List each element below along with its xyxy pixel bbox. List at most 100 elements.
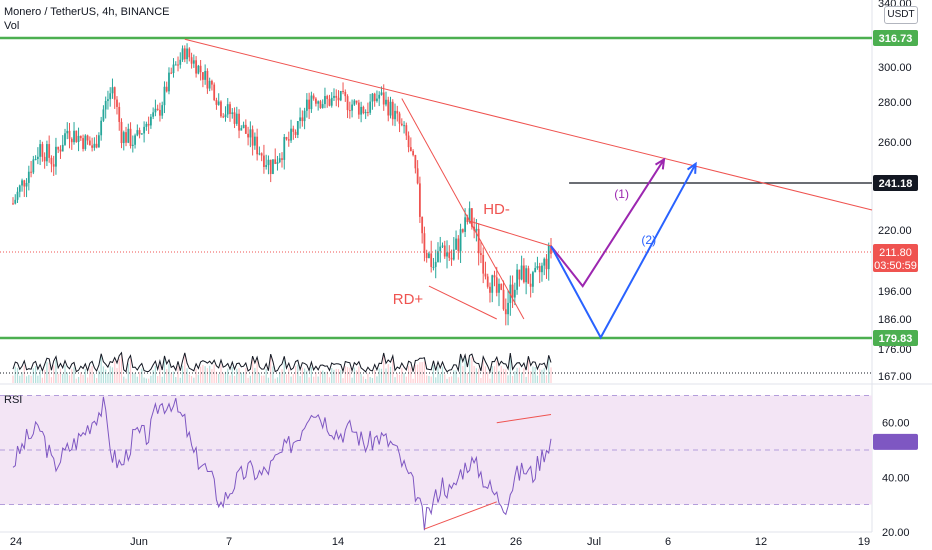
volume-bar (35, 366, 37, 383)
candle-body (441, 245, 444, 247)
candle-body (434, 261, 437, 267)
volume-bar (290, 376, 292, 383)
volume-bar (123, 376, 125, 383)
candle-body (351, 104, 353, 111)
volume-bar (229, 375, 231, 383)
candle-body (446, 252, 448, 257)
volume-bar (523, 368, 525, 383)
last-price-badge-bg (873, 244, 918, 272)
rsi-value-badge-bg (873, 433, 918, 450)
volume-bar (331, 367, 333, 383)
support-price-badge-bg (873, 330, 918, 346)
candle-body (82, 138, 84, 149)
volume-bar (91, 365, 93, 383)
volume-bar (161, 376, 163, 383)
candle-body (414, 155, 417, 169)
candle-body (448, 252, 451, 258)
candle-body (113, 87, 116, 100)
candle-body (152, 112, 155, 117)
volume-bar (491, 366, 493, 383)
candle-body (348, 110, 351, 112)
volume-bar (493, 366, 496, 383)
volume-bar (396, 373, 398, 383)
candle-body (235, 113, 238, 124)
volume-bar (46, 362, 48, 383)
volume-bar (41, 377, 43, 383)
candle-body (287, 139, 290, 141)
volume-bar (193, 377, 195, 383)
candle-body (459, 229, 462, 252)
candle-body (394, 110, 396, 120)
volume-bar (322, 370, 324, 383)
volume-bar (301, 367, 303, 383)
candle-body (46, 144, 48, 162)
candle-body (181, 48, 184, 60)
volume-bar (14, 366, 16, 383)
candle-body (240, 128, 243, 131)
volume-bar (541, 369, 543, 383)
candle-body (543, 258, 546, 266)
volume-bar (132, 373, 134, 383)
time-tick-label: Jun (130, 536, 148, 548)
candle-body (491, 275, 494, 293)
candle-body (256, 136, 259, 155)
candle-body (371, 93, 374, 102)
candle-body (299, 117, 301, 122)
candle-body (461, 229, 464, 232)
candle-body (220, 101, 222, 117)
price-tick-label: 176.00 (878, 344, 912, 356)
candle-body (127, 128, 130, 143)
path-2-label: (2) (641, 233, 656, 247)
volume-bar (136, 376, 138, 383)
volume-bar (30, 375, 32, 383)
candle-body (217, 101, 220, 105)
price-tick-label: 220.00 (878, 225, 912, 237)
candle-body (290, 128, 292, 141)
volume-bar (401, 368, 403, 383)
volume-bar (263, 375, 265, 383)
volume-bar (469, 358, 471, 383)
volume-bar (247, 377, 249, 383)
volume-bar (175, 377, 177, 383)
volume-bar (308, 377, 310, 383)
time-tick-label: 24 (10, 536, 22, 548)
candle-body (292, 128, 295, 132)
volume-bar (374, 370, 376, 383)
volume-bar (100, 356, 102, 383)
volume-label: Vol (4, 20, 20, 32)
candle-body (407, 135, 410, 148)
candle-body (296, 121, 299, 135)
volume-bar (82, 374, 84, 383)
candle-body (161, 105, 164, 116)
candle-body (84, 135, 87, 149)
currency-selector[interactable]: USDT (884, 6, 918, 24)
volume-bar (423, 361, 426, 383)
volume-bar (444, 374, 446, 383)
candle-body (281, 158, 283, 160)
candle-body (398, 113, 401, 124)
candle-body (66, 130, 69, 134)
volume-bar (238, 368, 240, 383)
candle-body (222, 116, 225, 118)
candle-body (23, 180, 26, 187)
candle-body (27, 171, 30, 183)
candle-body (550, 245, 552, 254)
volume-bar (536, 375, 539, 383)
volume-bar (518, 367, 520, 383)
candle-body (337, 97, 340, 101)
volume-bar (340, 370, 342, 383)
candle-body (59, 149, 62, 152)
volume-bar (66, 372, 68, 383)
candle-body (125, 132, 127, 143)
candle-body (102, 109, 105, 121)
volume-bar (437, 366, 439, 383)
candle-body (389, 101, 392, 116)
volume-bar (511, 375, 514, 383)
candle-body (95, 143, 98, 148)
candle-body (206, 70, 209, 89)
wedge-upper-line (401, 98, 525, 320)
candle-body (48, 144, 51, 158)
volume-bar (313, 376, 315, 383)
candle-body (147, 123, 150, 126)
